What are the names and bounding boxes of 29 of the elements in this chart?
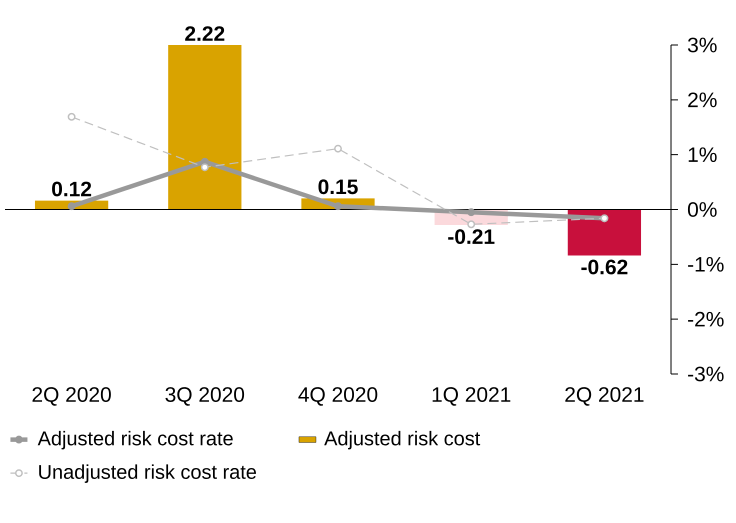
point xyxy=(200,163,209,172)
y2-tick-label: -3% xyxy=(688,366,724,382)
x-tick-label: 1Q 2021 xyxy=(432,387,510,406)
y2-tick-label: -2% xyxy=(688,312,724,327)
data-label: 0.15 xyxy=(318,179,358,194)
point xyxy=(334,144,342,153)
data-label: -0.62 xyxy=(581,260,628,274)
y2-tick-label: 0% xyxy=(688,202,717,217)
point xyxy=(467,208,476,216)
x-tick-label: 3Q 2020 xyxy=(165,387,244,406)
x-tick-label: 4Q 2020 xyxy=(298,387,378,406)
point xyxy=(467,220,476,228)
point xyxy=(334,202,342,210)
point xyxy=(68,112,76,121)
y2-tick-label: 1% xyxy=(688,147,717,162)
y2-tick-label: 3% xyxy=(688,38,717,52)
data-label: -0.21 xyxy=(448,229,494,244)
legend-label: Adjusted risk cost rate xyxy=(38,430,233,450)
legend-label: Unadjusted risk cost rate xyxy=(39,464,256,483)
y2-tick-label: -1% xyxy=(688,257,724,272)
data-label: 0.12 xyxy=(52,182,92,196)
point xyxy=(68,202,76,210)
bar xyxy=(168,44,242,210)
y2-tick-label: 2% xyxy=(688,92,717,108)
x-tick-label: 2Q 2020 xyxy=(32,387,111,406)
bar xyxy=(568,209,642,256)
x-tick-label: 2Q 2021 xyxy=(565,387,644,406)
data-label: 2.22 xyxy=(185,26,224,41)
legend-label: Adjusted risk cost xyxy=(324,430,480,450)
